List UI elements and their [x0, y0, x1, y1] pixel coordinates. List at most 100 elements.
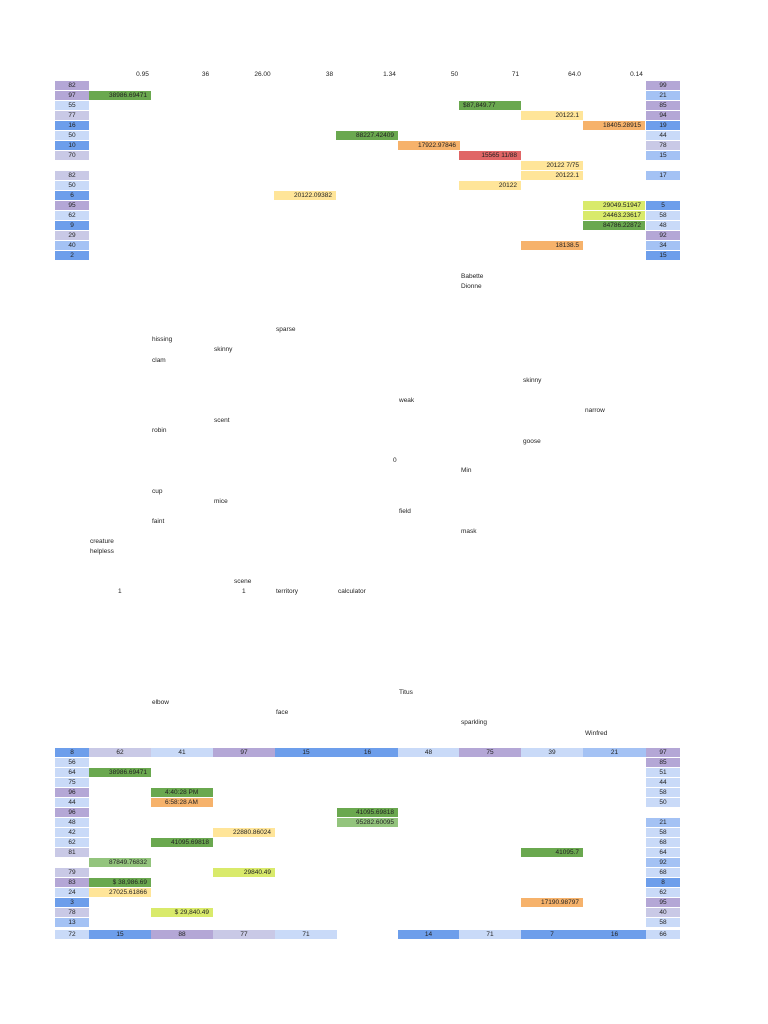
- top-right-cell: 34: [646, 241, 680, 250]
- word-label: 0: [393, 457, 397, 464]
- bottom-left-cell: 48: [55, 818, 89, 827]
- top-left-cell: 82: [55, 81, 89, 90]
- top-left-cell: 50: [55, 181, 89, 190]
- word-label: territory: [276, 588, 299, 595]
- bottom-header-cell: 48: [398, 748, 459, 757]
- bottom-header-cell: 21: [583, 748, 646, 757]
- bottom-right-cell: 8: [646, 878, 680, 887]
- top-left-cell: 55: [55, 101, 89, 110]
- top-right-cell: 21: [646, 91, 680, 100]
- bottom-value-cell: $ 29,840.49: [151, 908, 213, 917]
- word-label: sparkling: [461, 719, 488, 726]
- top-right-cell: 92: [646, 231, 680, 240]
- top-left-cell: 95: [55, 201, 89, 210]
- top-left-cell: 97: [55, 91, 89, 100]
- bottom-left-cell: 81: [55, 848, 89, 857]
- top-right-cell: 85: [646, 101, 680, 110]
- bottom-value-cell: 41095.69818: [337, 808, 398, 817]
- word-label: clam: [152, 357, 166, 364]
- word-label: faint: [152, 518, 165, 525]
- top-value-cell: 18138.5: [521, 241, 583, 250]
- bottom-footer-cell: 14: [398, 930, 459, 939]
- bottom-value-cell: 27025.61866: [89, 888, 151, 897]
- word-label: Min: [461, 467, 472, 474]
- bottom-value-cell: 6:58:28 AM: [151, 798, 213, 807]
- bottom-header-cell: 97: [646, 748, 680, 757]
- bottom-header-cell: 39: [521, 748, 583, 757]
- word-label: field: [399, 508, 411, 515]
- bottom-right-cell: 44: [646, 778, 680, 787]
- top-value-cell: 38986.69471: [89, 91, 151, 100]
- bottom-right-cell: 95: [646, 898, 680, 907]
- top-right-cell: 17: [646, 171, 680, 180]
- top-value-cell: 84786.22872: [583, 221, 645, 230]
- word-label: skinny: [214, 346, 233, 353]
- top-value-cell: 18405.28915: [583, 121, 645, 130]
- word-label: mask: [461, 528, 477, 535]
- bottom-value-cell: 87849.76832: [89, 858, 151, 867]
- top-value-cell: 20122.1: [521, 171, 583, 180]
- bottom-right-cell: 68: [646, 868, 680, 877]
- bottom-left-cell: 75: [55, 778, 89, 787]
- word-label: hissing: [152, 336, 173, 343]
- bottom-value-cell: 41095.7: [521, 848, 583, 857]
- word-label: scene: [234, 578, 252, 585]
- word-label: cup: [152, 488, 163, 495]
- top-right-cell: 19: [646, 121, 680, 130]
- top-header-cell: 0.14: [630, 71, 643, 78]
- bottom-footer-cell: 88: [151, 930, 213, 939]
- top-header-cell: 64.0: [568, 71, 581, 78]
- top-left-cell: 40: [55, 241, 89, 250]
- top-right-cell: 78: [646, 141, 680, 150]
- top-value-cell: 20122.1: [521, 111, 583, 120]
- top-value-cell: 17922.97846: [398, 141, 460, 150]
- top-value-cell: 20122: [459, 181, 521, 190]
- bottom-header-cell: 62: [89, 748, 151, 757]
- top-right-cell: 99: [646, 81, 680, 90]
- word-label: Titus: [399, 689, 413, 696]
- bottom-left-cell: 96: [55, 808, 89, 817]
- top-left-cell: 16: [55, 121, 89, 130]
- bottom-footer-cell: 15: [89, 930, 151, 939]
- word-label: elbow: [152, 699, 169, 706]
- word-label: calculator: [338, 588, 366, 595]
- bottom-header-cell: 75: [459, 748, 521, 757]
- bottom-left-cell: 62: [55, 838, 89, 847]
- bottom-right-cell: 40: [646, 908, 680, 917]
- top-left-cell: 9: [55, 221, 89, 230]
- bottom-right-cell: 51: [646, 768, 680, 777]
- bottom-right-cell: 68: [646, 838, 680, 847]
- top-value-cell: 20122.09382: [274, 191, 336, 200]
- top-left-cell: 82: [55, 171, 89, 180]
- top-header-cell: 1.34: [383, 71, 396, 78]
- word-label: robin: [152, 427, 167, 434]
- bottom-left-cell: 79: [55, 868, 89, 877]
- top-right-cell: 15: [646, 251, 680, 260]
- top-header-cell: 0.95: [136, 71, 149, 78]
- bottom-value-cell: 4:40:28 PM: [151, 788, 213, 797]
- word-label: 1: [242, 588, 246, 595]
- top-left-cell: 2: [55, 251, 89, 260]
- bottom-right-cell: 62: [646, 888, 680, 897]
- word-label: skinny: [523, 377, 542, 384]
- bottom-right-cell: 58: [646, 788, 680, 797]
- bottom-header-cell: 16: [337, 748, 398, 757]
- bottom-right-cell: 85: [646, 758, 680, 767]
- bottom-header-cell: 15: [275, 748, 337, 757]
- bottom-right-cell: 66: [646, 930, 680, 939]
- top-right-cell: 58: [646, 211, 680, 220]
- bottom-right-cell: 64: [646, 848, 680, 857]
- word-label: goose: [523, 438, 541, 445]
- bottom-right-cell: 58: [646, 828, 680, 837]
- bottom-left-cell: 96: [55, 788, 89, 797]
- bottom-left-cell: 13: [55, 918, 89, 927]
- word-label: Winfred: [585, 730, 608, 737]
- bottom-left-cell: 24: [55, 888, 89, 897]
- bottom-header-cell: 8: [55, 748, 89, 757]
- top-right-cell: 15: [646, 151, 680, 160]
- top-value-cell: 24463.23617: [583, 211, 645, 220]
- top-value-cell: $87,849.77: [459, 101, 521, 110]
- top-header-cell: 26.00: [254, 71, 271, 78]
- top-left-cell: 6: [55, 191, 89, 200]
- bottom-left-cell: 3: [55, 898, 89, 907]
